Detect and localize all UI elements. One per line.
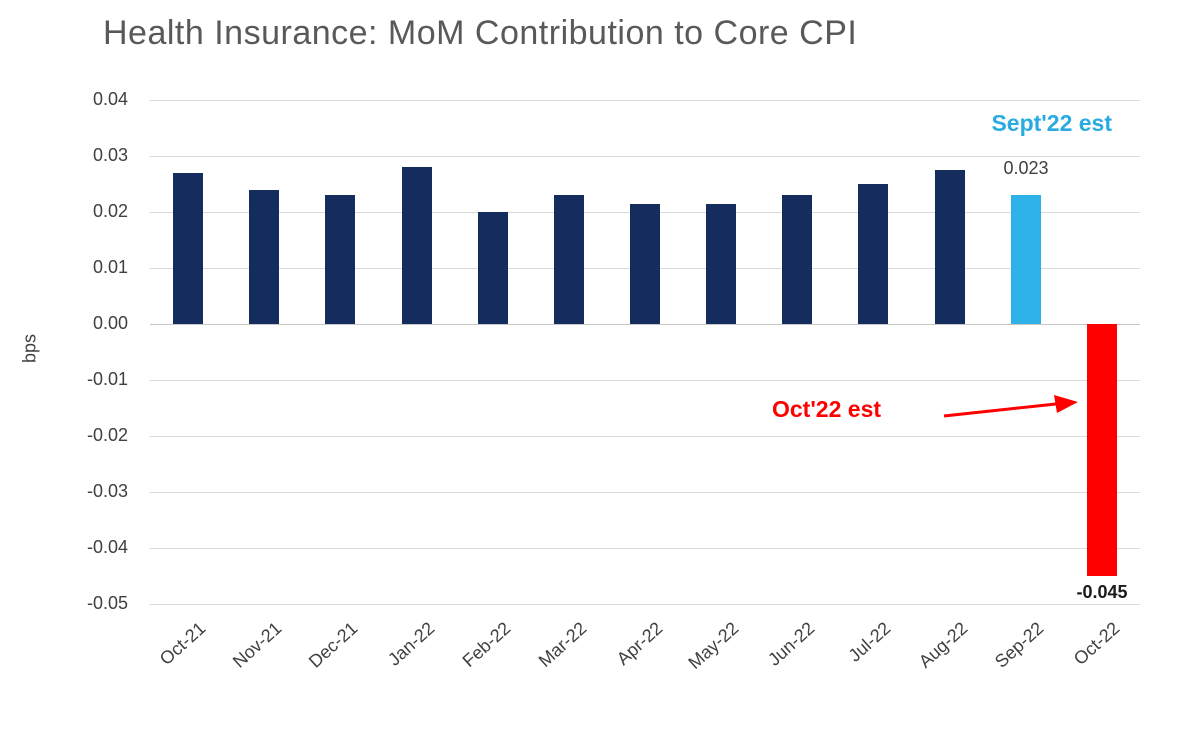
y-tick-label: -0.02 <box>86 425 128 445</box>
x-tick-label: Oct-21 <box>155 618 210 670</box>
oct-annotation: Oct'22 est <box>772 396 882 422</box>
bar-aug-22 <box>934 170 965 324</box>
oct-value-label: -0.045 <box>1076 582 1128 602</box>
gridline <box>150 492 1140 493</box>
bar-apr-22 <box>630 203 660 324</box>
y-tick-label: 0.03 <box>92 145 128 165</box>
x-tick-label: Feb-22 <box>458 618 515 672</box>
bar-feb-22 <box>477 212 508 324</box>
plot-area <box>150 100 1140 605</box>
x-tick-label: Mar-22 <box>534 618 591 672</box>
y-tick-label: 0.02 <box>92 201 128 221</box>
bar-jun-22 <box>782 195 813 324</box>
x-tick-label: Dec-21 <box>305 618 362 672</box>
y-tick-label: 0.04 <box>92 89 128 109</box>
gridline <box>150 604 1140 605</box>
gridline <box>150 324 1140 325</box>
x-tick-label: Jan-22 <box>383 618 438 670</box>
bar-jan-22 <box>401 167 432 324</box>
y-tick-label: 0.01 <box>92 257 128 277</box>
x-tick-label: Oct-22 <box>1069 618 1124 670</box>
y-tick-label: 0.00 <box>92 313 128 333</box>
bar-oct-22 <box>1086 324 1117 576</box>
bar-sep-22 <box>1010 195 1041 324</box>
sept-annotation: Sept'22 est <box>991 110 1112 136</box>
x-tick-label: Nov-21 <box>229 618 286 672</box>
x-tick-label: May-22 <box>684 618 743 674</box>
x-tick-label: Sep-22 <box>990 618 1048 672</box>
bar-dec-21 <box>325 195 356 324</box>
y-tick-label: -0.03 <box>86 481 128 501</box>
bar-jul-22 <box>858 184 889 324</box>
bar-may-22 <box>706 203 737 324</box>
x-tick-label: Jul-22 <box>845 618 895 666</box>
gridline <box>150 380 1140 381</box>
x-tick-label: Apr-22 <box>612 618 667 670</box>
x-tick-label: Jun-22 <box>764 618 819 670</box>
bar-mar-22 <box>553 195 584 324</box>
chart-title: Health Insurance: MoM Contribution to Co… <box>103 14 858 52</box>
gridline <box>150 548 1140 549</box>
bar-oct-21 <box>173 172 204 324</box>
y-tick-label: -0.05 <box>86 593 128 613</box>
y-tick-label: -0.04 <box>86 537 128 557</box>
y-tick-label: -0.01 <box>86 369 128 389</box>
gridline <box>150 156 1140 157</box>
oct-arrow-icon <box>943 395 1078 418</box>
gridline <box>150 100 1140 101</box>
sept-value-label: 0.023 <box>1003 158 1049 178</box>
bar-nov-21 <box>249 189 280 324</box>
gridline <box>150 436 1140 437</box>
x-tick-label: Aug-22 <box>914 618 971 672</box>
